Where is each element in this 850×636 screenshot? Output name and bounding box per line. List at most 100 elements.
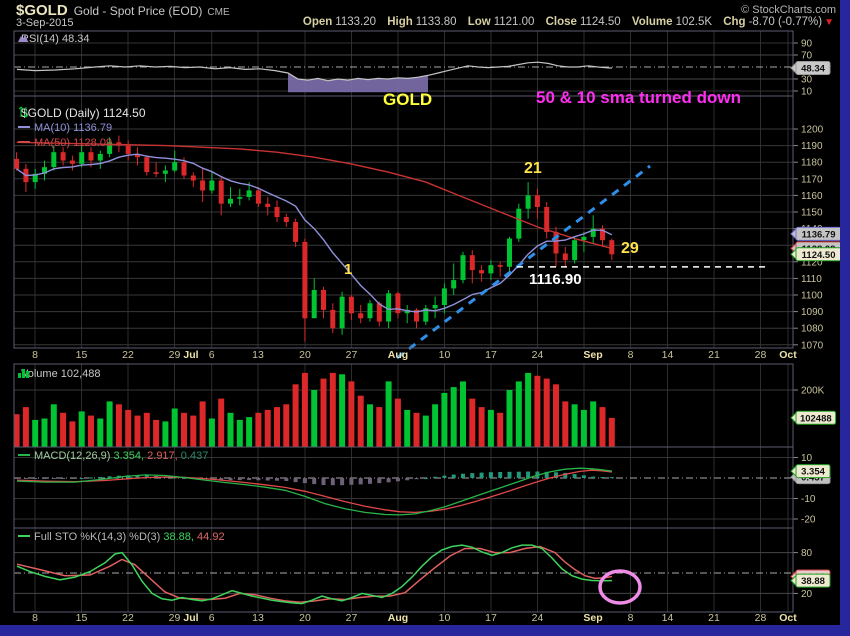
svg-text:Aug: Aug bbox=[388, 612, 408, 624]
svg-text:28: 28 bbox=[755, 349, 767, 361]
symbol-description: Gold - Spot Price (EOD) bbox=[73, 4, 203, 18]
ma50-swatch-icon bbox=[18, 141, 30, 143]
x-axis-labels: 8 15 22 29 Jul 6 13 20 27 Aug 10 17 24 Sep 8 14 21 28 Oct8… bbox=[32, 349, 797, 624]
macd-plot bbox=[14, 467, 614, 516]
chart-header: $GOLD Gold - Spot Price (EOD) CME bbox=[16, 2, 230, 20]
svg-text:24: 24 bbox=[532, 612, 544, 624]
svg-text:48.34: 48.34 bbox=[801, 64, 825, 75]
svg-text:1200: 1200 bbox=[801, 125, 824, 136]
svg-text:1136.79: 1136.79 bbox=[802, 229, 836, 240]
svg-text:28: 28 bbox=[755, 612, 767, 624]
svg-text:1124.50: 1124.50 bbox=[802, 250, 836, 261]
svg-text:1190: 1190 bbox=[801, 141, 823, 152]
svg-text:1070: 1070 bbox=[801, 340, 824, 351]
open-value: 1133.20 bbox=[335, 16, 377, 28]
svg-text:13: 13 bbox=[252, 349, 264, 361]
svg-text:29: 29 bbox=[169, 612, 181, 624]
stockcharts-credit: © StockCharts.com bbox=[741, 4, 836, 16]
svg-text:8: 8 bbox=[628, 612, 634, 624]
chart-date: 3-Sep-2015 bbox=[16, 17, 74, 29]
svg-text:8: 8 bbox=[32, 612, 38, 624]
svg-text:90: 90 bbox=[801, 39, 813, 50]
ma50-line bbox=[16, 141, 612, 250]
panel-borders bbox=[13, 30, 794, 613]
svg-text:1170: 1170 bbox=[801, 174, 823, 185]
svg-text:20: 20 bbox=[299, 612, 311, 624]
macd-swatch-icon bbox=[18, 454, 30, 456]
sto-swatch-icon bbox=[18, 535, 30, 537]
high-label: High bbox=[387, 16, 413, 28]
volume-label: Volume bbox=[631, 16, 673, 28]
svg-text:Aug: Aug bbox=[388, 349, 408, 361]
svg-text:10: 10 bbox=[439, 349, 451, 361]
low-value: 1121.00 bbox=[493, 16, 535, 28]
macd-panel-label: MACD(12,26,9) 3.354, 2.917, 0.437 bbox=[18, 450, 208, 462]
svg-text:8: 8 bbox=[628, 349, 634, 361]
svg-text:3.354: 3.354 bbox=[801, 467, 825, 478]
svg-text:8: 8 bbox=[32, 349, 38, 361]
close-value: 1124.50 bbox=[579, 16, 621, 28]
svg-text:21: 21 bbox=[708, 612, 720, 624]
change-value: -8.70 (-0.77%) bbox=[748, 16, 823, 28]
low-label: Low bbox=[467, 16, 491, 28]
svg-text:27: 27 bbox=[346, 612, 358, 624]
svg-text:1110: 1110 bbox=[801, 274, 822, 285]
svg-text:Sep: Sep bbox=[583, 349, 602, 361]
svg-text:1090: 1090 bbox=[801, 307, 824, 318]
svg-text:Sep: Sep bbox=[583, 612, 602, 624]
window-bottom-strip bbox=[0, 625, 850, 636]
change-label: Chg bbox=[723, 16, 746, 28]
svg-text:27: 27 bbox=[346, 349, 358, 361]
svg-text:6: 6 bbox=[209, 349, 215, 361]
trendline bbox=[396, 164, 651, 360]
svg-text:1180: 1180 bbox=[801, 158, 823, 169]
volume-bars bbox=[13, 372, 615, 448]
ma10-swatch-icon bbox=[18, 126, 30, 128]
svg-text:1120: 1120 bbox=[801, 257, 823, 268]
svg-text:1080: 1080 bbox=[801, 324, 824, 335]
ma50-label: MA(50) 1128.09 bbox=[18, 137, 112, 149]
candlesticks bbox=[14, 135, 615, 342]
svg-text:20: 20 bbox=[299, 349, 311, 361]
annotation-day-29: 29 bbox=[621, 240, 639, 257]
annotation-sma-turned-down: 50 & 10 sma turned down bbox=[536, 88, 741, 107]
stochastic-plot bbox=[16, 544, 642, 605]
ma10-line bbox=[16, 153, 613, 313]
svg-text:200K: 200K bbox=[801, 386, 825, 397]
svg-text:13: 13 bbox=[252, 612, 264, 624]
svg-text:30: 30 bbox=[801, 75, 813, 86]
svg-text:102488: 102488 bbox=[800, 413, 832, 424]
volume-panel-label: Volume 102,488 bbox=[18, 368, 101, 380]
exchange-label: CME bbox=[207, 7, 230, 18]
svg-text:22: 22 bbox=[122, 612, 134, 624]
svg-text:15: 15 bbox=[76, 612, 88, 624]
svg-text:10: 10 bbox=[801, 453, 813, 464]
high-value: 1133.80 bbox=[415, 16, 457, 28]
svg-text:10: 10 bbox=[439, 612, 451, 624]
svg-text:29: 29 bbox=[169, 349, 181, 361]
svg-text:-20: -20 bbox=[801, 515, 816, 526]
svg-text:14: 14 bbox=[662, 349, 674, 361]
svg-text:6: 6 bbox=[209, 612, 215, 624]
svg-text:Oct: Oct bbox=[779, 349, 797, 361]
volume-value: 102.5K bbox=[675, 16, 713, 28]
price-panel-label: $GOLD (Daily) 1124.50 bbox=[18, 106, 146, 120]
rsi-plot bbox=[16, 61, 613, 93]
axis-value-tags: 48.341136.791128.091124.501024880.4373.3… bbox=[790, 61, 842, 588]
open-label: Open bbox=[302, 16, 333, 28]
stochastic-panel-label: Full STO %K(14,3) %D(3) 38.88, 44.92 bbox=[18, 531, 225, 543]
grid-vertical bbox=[34, 31, 789, 612]
highlight-circle bbox=[598, 569, 642, 605]
svg-text:38.88: 38.88 bbox=[801, 576, 825, 587]
change-down-icon: ▼ bbox=[824, 17, 834, 28]
svg-text:24: 24 bbox=[532, 349, 544, 361]
svg-text:21: 21 bbox=[708, 349, 720, 361]
annotation-support-price: 1116.90 bbox=[529, 271, 582, 288]
svg-text:17: 17 bbox=[485, 612, 497, 624]
svg-text:22: 22 bbox=[122, 349, 134, 361]
svg-text:-10: -10 bbox=[801, 494, 816, 505]
quote-strip: Open 1133.20 High 1133.80 Low 1121.00 Close… bbox=[295, 16, 834, 28]
window-right-strip bbox=[840, 0, 850, 636]
